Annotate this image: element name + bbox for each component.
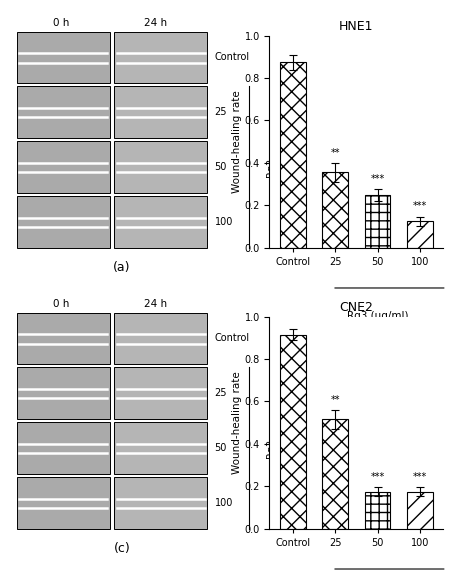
Text: 50: 50 — [215, 162, 227, 172]
Bar — [407, 221, 433, 248]
Bar — [17, 367, 109, 419]
Bar — [407, 492, 433, 529]
Text: Rg3: Rg3 — [266, 439, 276, 458]
Text: ***: *** — [371, 174, 385, 184]
Text: **: ** — [330, 148, 340, 157]
Bar — [115, 367, 207, 419]
Bar — [115, 422, 207, 474]
Bar — [17, 422, 109, 474]
Bar — [115, 313, 207, 364]
Bar — [115, 87, 207, 138]
Text: Rg3 (ug/ml): Rg3 (ug/ml) — [347, 311, 408, 321]
Title: CNE2: CNE2 — [339, 301, 374, 314]
Bar — [280, 335, 306, 529]
Text: Rg3: Rg3 — [266, 157, 276, 177]
Text: ***: *** — [413, 472, 427, 482]
Text: 100: 100 — [215, 498, 233, 508]
Text: (ug/ml): (ug/ml) — [290, 149, 300, 185]
Bar — [115, 31, 207, 83]
Text: 24 h: 24 h — [145, 299, 167, 309]
Bar — [17, 31, 109, 83]
Text: (ug/ml): (ug/ml) — [290, 431, 300, 466]
Text: 24 h: 24 h — [145, 18, 167, 28]
Bar — [365, 492, 390, 529]
Bar — [17, 141, 109, 193]
Bar — [322, 173, 348, 248]
Text: **: ** — [330, 394, 340, 404]
Bar — [17, 477, 109, 529]
Bar — [115, 141, 207, 193]
Bar — [115, 477, 207, 529]
Text: 100: 100 — [215, 217, 233, 227]
Text: Control: Control — [215, 52, 250, 62]
Title: HNE1: HNE1 — [339, 20, 374, 33]
Bar — [115, 196, 207, 248]
Text: 25: 25 — [215, 388, 227, 398]
Text: 0 h: 0 h — [53, 18, 69, 28]
Text: Control: Control — [215, 333, 250, 343]
Bar — [365, 195, 390, 248]
Text: (b): (b) — [347, 328, 365, 341]
Y-axis label: Wound-healing rate: Wound-healing rate — [232, 90, 242, 193]
Bar — [17, 196, 109, 248]
Bar — [280, 62, 306, 248]
Text: ***: *** — [371, 472, 385, 482]
Text: 0 h: 0 h — [53, 299, 69, 309]
Text: ***: *** — [413, 201, 427, 211]
Bar — [17, 313, 109, 364]
Text: 50: 50 — [215, 443, 227, 453]
Bar — [322, 419, 348, 529]
Text: (a): (a) — [113, 261, 130, 274]
Text: 25: 25 — [215, 107, 227, 117]
Bar — [17, 87, 109, 138]
Text: (c): (c) — [113, 542, 130, 555]
Y-axis label: Wound-healing rate: Wound-healing rate — [232, 371, 242, 474]
